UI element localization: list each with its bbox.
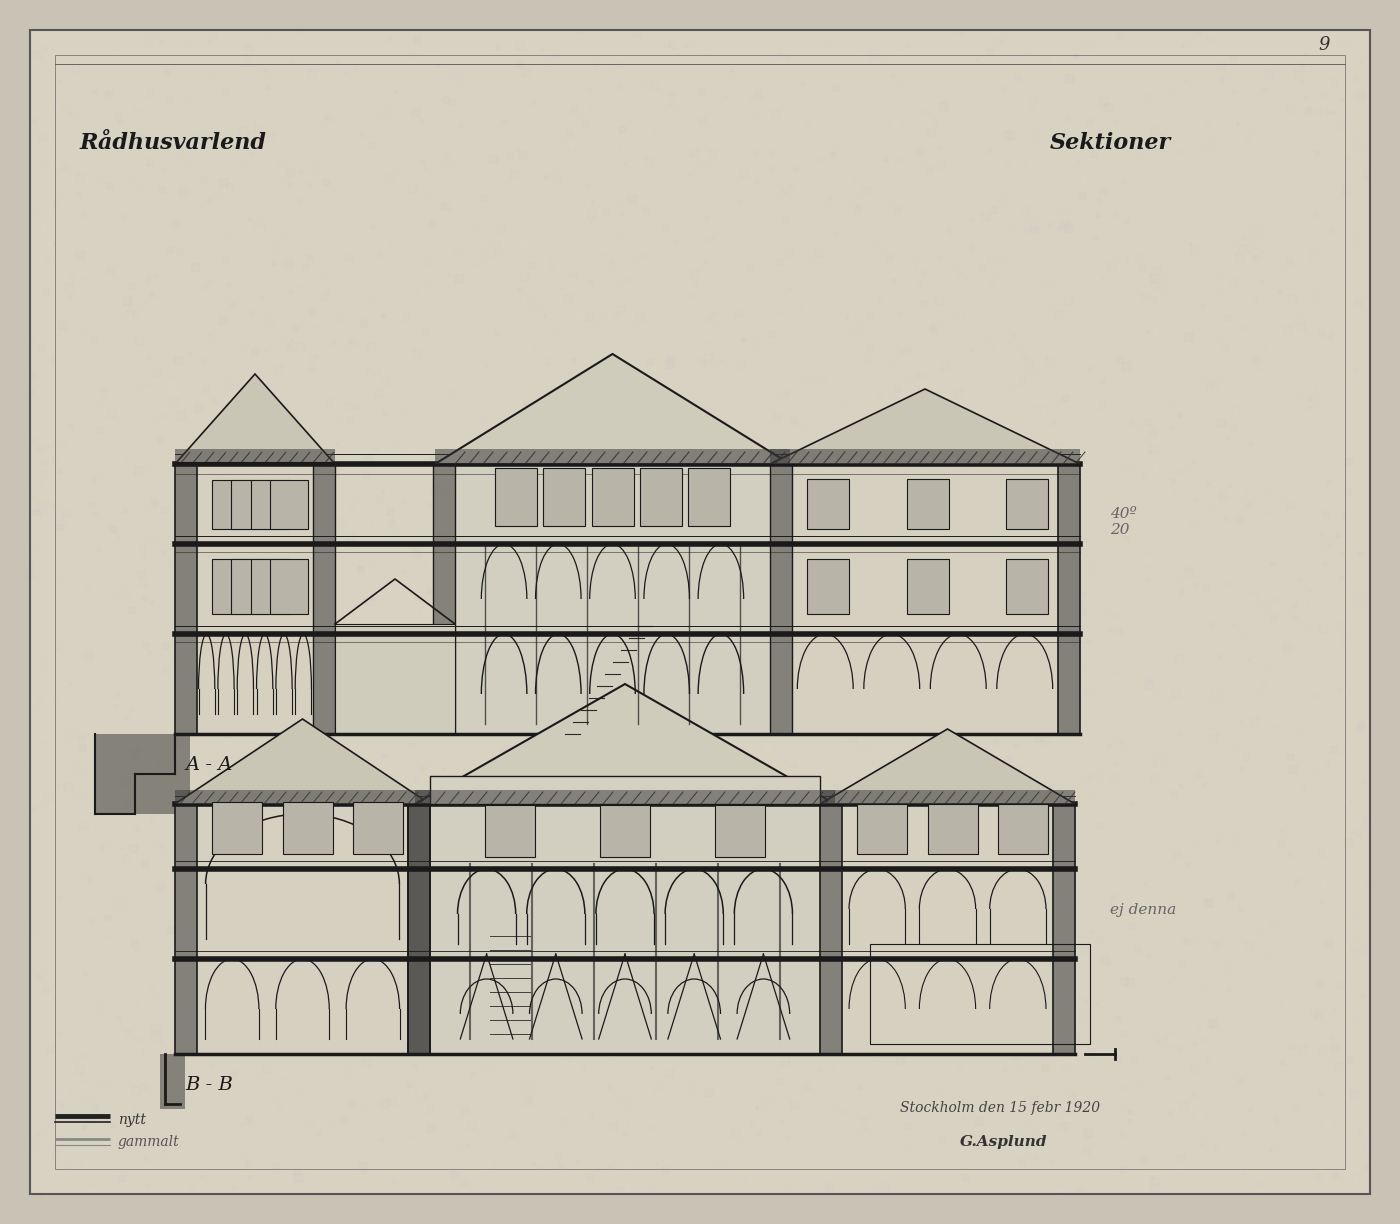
Text: 9: 9	[1319, 35, 1330, 54]
Bar	[820, 789, 1075, 804]
Bar	[770, 464, 792, 734]
Bar	[175, 804, 197, 1054]
Bar	[1058, 464, 1079, 734]
Bar	[353, 802, 403, 854]
Bar	[270, 480, 308, 529]
Bar	[770, 464, 792, 734]
Polygon shape	[414, 684, 834, 804]
Bar	[211, 480, 251, 529]
Bar	[211, 559, 251, 614]
Bar	[715, 805, 764, 857]
Text: Rådhusvarlend: Rådhusvarlend	[80, 132, 267, 154]
Bar	[806, 479, 848, 529]
Bar	[907, 479, 949, 529]
Bar	[1058, 464, 1079, 734]
Polygon shape	[820, 730, 1075, 804]
Polygon shape	[175, 718, 430, 804]
Text: 40º
20: 40º 20	[1110, 507, 1137, 537]
Bar	[407, 804, 430, 1054]
Bar	[314, 464, 335, 734]
Text: Stockholm den 15 febr 1920: Stockholm den 15 febr 1920	[900, 1102, 1100, 1115]
Bar	[270, 559, 308, 614]
Bar	[1007, 559, 1049, 614]
Bar	[175, 464, 335, 734]
Bar	[591, 468, 633, 526]
Bar	[820, 804, 1075, 1054]
Text: gammalt: gammalt	[118, 1135, 179, 1149]
Bar	[407, 804, 430, 1054]
Bar	[1053, 804, 1075, 1054]
Bar	[231, 480, 269, 529]
Bar	[175, 464, 197, 734]
Bar	[640, 468, 682, 526]
Bar	[455, 464, 770, 734]
Bar	[211, 802, 262, 854]
Bar	[414, 789, 834, 804]
Bar	[430, 776, 820, 804]
Polygon shape	[175, 375, 335, 464]
Bar	[1007, 479, 1049, 529]
Polygon shape	[435, 354, 790, 464]
Text: G.Asplund: G.Asplund	[960, 1135, 1047, 1149]
Text: ej denna: ej denna	[1110, 903, 1176, 917]
Bar	[283, 802, 333, 854]
Bar	[175, 449, 335, 464]
Text: nytt: nytt	[118, 1113, 146, 1127]
Bar	[407, 804, 430, 1054]
Bar	[820, 804, 841, 1054]
Bar	[433, 464, 455, 734]
Bar	[433, 464, 455, 734]
Bar	[251, 559, 288, 614]
Polygon shape	[770, 389, 1079, 464]
Bar	[496, 468, 538, 526]
Bar	[484, 805, 535, 857]
Bar	[160, 1054, 185, 1109]
Bar	[175, 789, 430, 804]
Bar	[820, 804, 841, 1054]
Bar	[543, 468, 585, 526]
Text: Sektioner: Sektioner	[1050, 132, 1172, 154]
Bar	[335, 624, 455, 734]
Bar	[770, 449, 1079, 464]
Text: A - A: A - A	[185, 756, 232, 774]
Bar	[998, 804, 1049, 854]
Bar	[927, 804, 977, 854]
Bar	[907, 559, 949, 614]
Text: B - B: B - B	[185, 1076, 232, 1094]
Bar	[601, 805, 650, 857]
Bar	[770, 464, 1079, 734]
Bar	[407, 804, 430, 1054]
Bar	[430, 804, 820, 1054]
Bar	[857, 804, 907, 854]
Bar	[687, 468, 729, 526]
Bar	[251, 480, 288, 529]
Bar	[95, 734, 190, 814]
Bar	[175, 804, 197, 1054]
Bar	[175, 464, 197, 734]
Bar	[1053, 804, 1075, 1054]
Bar	[806, 559, 848, 614]
Bar	[231, 559, 269, 614]
Bar	[314, 464, 335, 734]
Bar	[869, 944, 1091, 1044]
Bar	[435, 449, 790, 464]
Bar	[175, 804, 430, 1054]
